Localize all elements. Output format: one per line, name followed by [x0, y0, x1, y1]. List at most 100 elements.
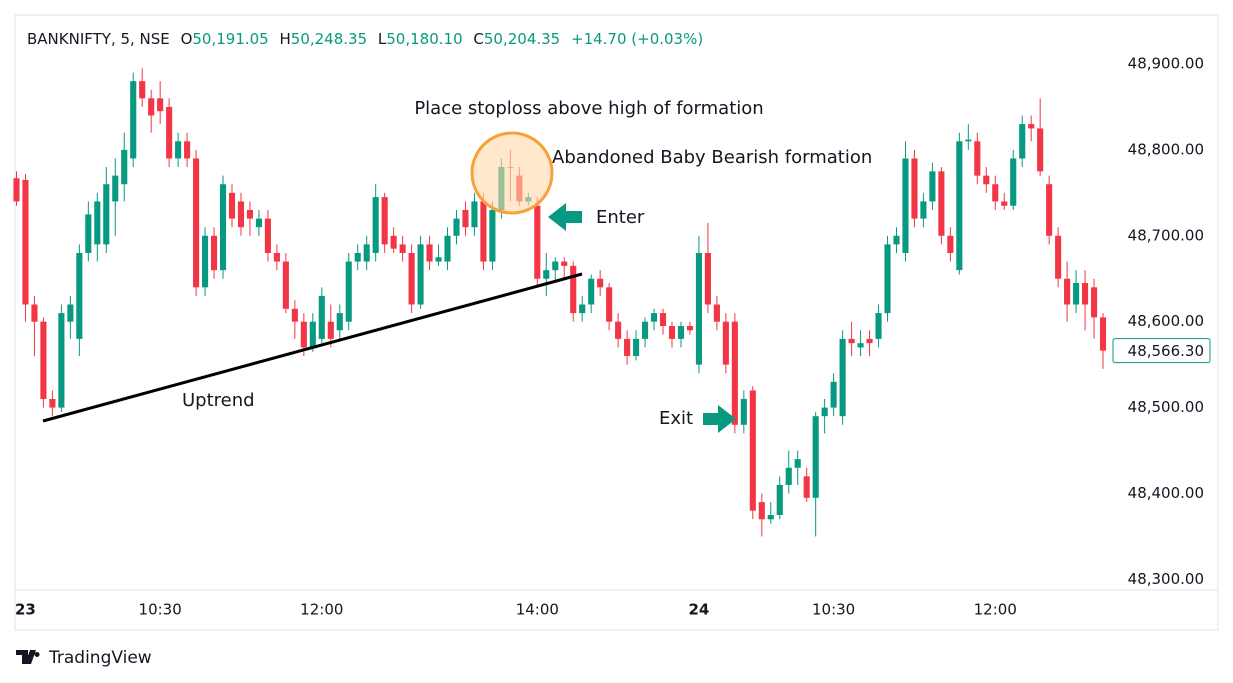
legend: BANKNIFTY, 5, NSE O50,191.05 H50,248.35 …	[27, 30, 703, 48]
candle-body	[184, 141, 191, 159]
exit-note: Exit	[659, 408, 693, 429]
candle-body	[166, 106, 173, 159]
candle-body	[121, 149, 128, 185]
candle-body	[300, 321, 307, 348]
candle-body	[1055, 235, 1062, 279]
candle-body	[983, 175, 990, 185]
candle-body	[543, 270, 550, 279]
candle-body	[31, 304, 38, 322]
y-tick-label: 48,800.00	[1128, 140, 1204, 158]
candle-body	[381, 197, 388, 245]
symbol: BANKNIFTY, 5, NSE	[27, 30, 170, 48]
candle-body	[1037, 128, 1044, 172]
candle-body	[202, 235, 209, 288]
x-tick-label: 12:00	[300, 601, 343, 619]
candle-body	[309, 321, 316, 348]
enter-note: Enter	[596, 207, 645, 228]
y-tick-label: 48,700.00	[1128, 226, 1204, 244]
candle-body	[561, 261, 568, 266]
candle-body	[947, 235, 954, 253]
y-tick-label: 48,400.00	[1128, 484, 1204, 502]
candle-body	[1073, 283, 1080, 305]
candle-body	[749, 390, 756, 511]
trend-line	[42, 272, 583, 423]
candle-body	[85, 214, 92, 253]
candle-body	[462, 210, 469, 228]
candle-body	[336, 313, 343, 331]
candle-body	[1010, 158, 1017, 206]
candle-body	[875, 313, 882, 339]
candle-body	[848, 338, 855, 344]
candle-body	[956, 141, 963, 271]
candle-body	[444, 235, 451, 262]
candle-body	[354, 252, 361, 262]
candle-body	[929, 171, 936, 202]
candle-body	[282, 261, 289, 309]
x-tick-label: 12:00	[974, 601, 1017, 619]
candle-body	[552, 261, 559, 271]
candle-body	[58, 313, 65, 408]
last-price-box	[1112, 338, 1211, 364]
candle-body	[668, 325, 676, 339]
candle-body	[776, 484, 783, 515]
candle-body	[642, 321, 649, 339]
candle-body	[76, 252, 83, 339]
candle-body	[327, 321, 334, 339]
trend-note: Uptrend	[182, 390, 255, 411]
candle-body	[974, 141, 981, 176]
candle-body	[1082, 283, 1089, 305]
candle-body	[318, 295, 325, 339]
candle-body	[659, 313, 667, 326]
candle-body	[534, 205, 541, 279]
candle-body	[839, 338, 846, 417]
highlight-circle	[470, 131, 554, 215]
candle-body	[911, 158, 918, 219]
candle-body	[139, 81, 146, 99]
candle-body	[219, 184, 227, 271]
exit-arrow	[703, 405, 736, 433]
close-key: C	[473, 30, 483, 48]
candle-body	[695, 252, 702, 365]
candle-body	[830, 381, 837, 408]
candle-body	[112, 175, 119, 202]
candle-body	[22, 179, 29, 305]
high-key: H	[280, 30, 291, 48]
y-tick-label: 48,500.00	[1128, 398, 1204, 416]
candle-body	[812, 416, 819, 498]
candle-body	[1099, 317, 1107, 351]
candle-body	[408, 252, 415, 305]
candle-body	[615, 321, 622, 339]
candle-body	[866, 338, 873, 344]
candle-body	[758, 502, 765, 520]
candle-body	[857, 343, 864, 348]
candle-body	[13, 178, 20, 202]
candle-body	[1090, 287, 1098, 318]
candle-body	[1028, 124, 1035, 129]
candle-body	[372, 197, 379, 253]
candle-body	[992, 184, 999, 202]
candle-body	[677, 325, 685, 339]
candle-body	[713, 304, 720, 322]
y-tick-label: 48,300.00	[1128, 570, 1204, 588]
candle-body	[228, 192, 236, 219]
candle-body	[103, 184, 110, 245]
candle-body	[246, 210, 254, 219]
candle-body	[480, 201, 487, 262]
candle-body	[130, 81, 137, 159]
formation-note: Abandoned Baby Bearish formation	[552, 147, 872, 168]
candle-body	[1001, 201, 1008, 206]
candle-body	[686, 325, 694, 331]
candle-body	[920, 201, 927, 219]
candle-body	[938, 171, 945, 236]
y-tick-label: 48,600.00	[1128, 312, 1204, 330]
candle-body	[821, 407, 828, 417]
candle-body	[731, 321, 738, 425]
candle-body	[345, 261, 352, 322]
candle-body	[471, 201, 478, 228]
candle-body	[210, 235, 218, 271]
candle-body	[588, 278, 595, 305]
candle-body	[94, 201, 101, 245]
candle-body	[1046, 184, 1053, 236]
last-price-label: 48,566.30	[1128, 342, 1204, 360]
candle-body	[193, 158, 200, 288]
